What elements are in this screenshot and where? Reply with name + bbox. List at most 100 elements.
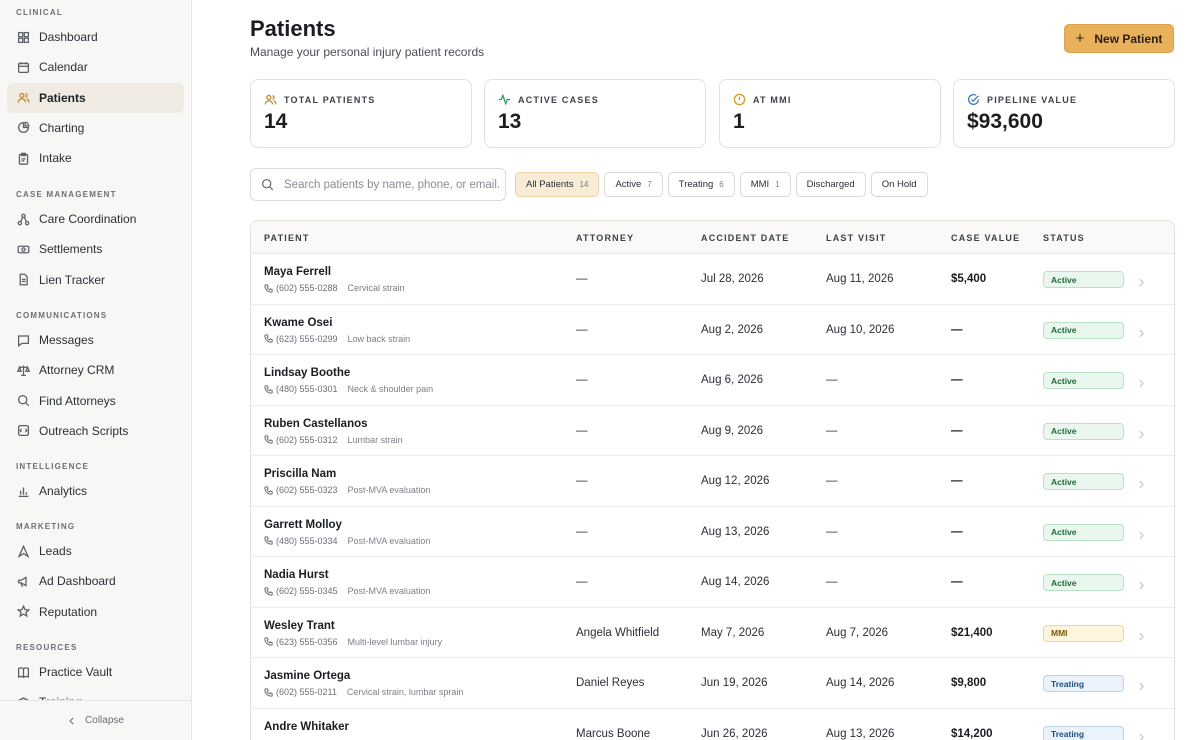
- collapse-button[interactable]: Collapse: [0, 700, 191, 740]
- filter-chip-label: Discharged: [806, 179, 855, 190]
- table-row[interactable]: Wesley Trant (623) 555-0356 Multi-level …: [251, 608, 1174, 658]
- patient-name[interactable]: Andre Whitaker: [264, 720, 349, 733]
- sidebar-item-dashboard[interactable]: Dashboard: [7, 22, 184, 52]
- phone-icon: [264, 687, 273, 697]
- sidebar-item-settlements[interactable]: Settlements: [7, 234, 184, 264]
- sidebar-item-care-coordination[interactable]: Care Coordination: [7, 204, 184, 234]
- patient-name[interactable]: Jasmine Ortega: [264, 670, 351, 682]
- sidebar-section-title: MARKETING: [16, 522, 76, 531]
- book-icon: [17, 666, 29, 678]
- case-value-cell: —: [951, 424, 963, 437]
- sidebar-item-reputation[interactable]: Reputation: [7, 597, 184, 627]
- patient-name[interactable]: Nadia Hurst: [264, 569, 329, 581]
- filter-chip-discharged[interactable]: Discharged: [795, 172, 866, 197]
- sidebar-item-label: Outreach Scripts: [39, 423, 129, 438]
- sidebar-item-lien-tracker[interactable]: Lien Tracker: [7, 265, 184, 295]
- patient-diagnosis: Post-MVA evaluation: [347, 535, 431, 546]
- patient-details: (602) 555-0211 Cervical strain, lumbar s…: [264, 687, 463, 697]
- column-header-patient[interactable]: PATIENT: [264, 233, 310, 243]
- search-box[interactable]: [250, 168, 506, 201]
- case-value-cell: —: [951, 323, 963, 336]
- sidebar-item-analytics[interactable]: Analytics: [7, 476, 184, 506]
- phone-icon: [264, 384, 273, 394]
- sidebar-item-leads[interactable]: Leads: [7, 536, 184, 566]
- sidebar-item-ad-dashboard[interactable]: Ad Dashboard: [7, 566, 184, 596]
- table-row[interactable]: Lindsay Boothe (480) 555-0301 Neck & sho…: [251, 355, 1174, 406]
- column-header-status[interactable]: STATUS: [1043, 233, 1085, 243]
- patient-name[interactable]: Priscilla Nam: [264, 468, 337, 480]
- chevron-right-icon[interactable]: [1137, 729, 1146, 740]
- sidebar-item-outreach-scripts[interactable]: Outreach Scripts: [7, 416, 184, 446]
- patient-name[interactable]: Maya Ferrell: [264, 266, 332, 278]
- column-header-accident-date[interactable]: ACCIDENT DATE: [701, 233, 790, 243]
- sidebar-item-label: Settlements: [39, 242, 103, 257]
- table-row[interactable]: Kwame Osei (623) 555-0299 Low back strai…: [251, 305, 1174, 355]
- last-visit-cell: Aug 10, 2026: [826, 323, 895, 336]
- patient-diagnosis: Cervical strain, lumbar sprain: [346, 687, 464, 697]
- table-row[interactable]: Maya Ferrell (602) 555-0288 Cervical str…: [251, 254, 1174, 305]
- filter-chip-on-hold[interactable]: On Hold: [870, 172, 928, 197]
- chevron-right-icon[interactable]: [1137, 476, 1146, 489]
- sidebar-item-label: Find Attorneys: [39, 393, 116, 408]
- accident-date-cell: Aug 12, 2026: [701, 475, 770, 487]
- column-header-last-visit[interactable]: LAST VISIT: [826, 233, 887, 243]
- patient-name[interactable]: Kwame Osei: [264, 316, 333, 329]
- table-row[interactable]: Ruben Castellanos (602) 555-0312 Lumbar …: [251, 406, 1174, 456]
- chevron-right-icon[interactable]: [1137, 628, 1146, 640]
- filter-chip-treating[interactable]: Treating 6: [667, 172, 735, 197]
- calendar-icon: [16, 60, 30, 74]
- filter-chip-label: Active: [615, 179, 642, 190]
- sidebar-item-practice-vault[interactable]: Practice Vault: [7, 657, 184, 687]
- column-header-case-value[interactable]: CASE VALUE: [951, 233, 1021, 243]
- table-row[interactable]: Nadia Hurst (602) 555-0345 Post-MVA eval…: [251, 557, 1174, 608]
- sidebar-item-messages[interactable]: Messages: [7, 325, 184, 355]
- page-subtitle: Manage your personal injury patient reco…: [250, 45, 485, 59]
- stat-label: ACTIVE CASES: [518, 94, 599, 105]
- sidebar-item-calendar[interactable]: Calendar: [7, 52, 184, 82]
- table-row[interactable]: Jasmine Ortega (602) 555-0211 Cervical s…: [251, 658, 1174, 709]
- patient-name[interactable]: Garrett Molloy: [264, 518, 342, 531]
- sidebar-item-patients[interactable]: Patients: [7, 82, 184, 113]
- phone-icon: [264, 637, 273, 646]
- table-row[interactable]: Andre Whitaker Marcus Boone Jun 26, 2026…: [251, 709, 1174, 740]
- table-row[interactable]: Priscilla Nam (602) 555-0323 Post-MVA ev…: [251, 456, 1174, 507]
- sidebar-section-title: INTELLIGENCE: [16, 462, 90, 471]
- patient-name[interactable]: Lindsay Boothe: [264, 367, 351, 379]
- patient-name[interactable]: Wesley Trant: [264, 619, 335, 632]
- patient-diagnosis: Low back strain: [347, 333, 411, 344]
- sidebar-item-charting[interactable]: Charting: [7, 113, 184, 143]
- filter-chip-all-patients[interactable]: All Patients 14: [515, 172, 600, 197]
- chevron-right-icon[interactable]: [1137, 325, 1146, 337]
- sidebar-item-find-attorneys[interactable]: Find Attorneys: [7, 386, 184, 416]
- filter-chip-mmi[interactable]: MMI 1: [739, 172, 791, 197]
- sidebar-item-attorney-crm[interactable]: Attorney CRM: [7, 355, 184, 385]
- stat-label: PIPELINE VALUE: [987, 94, 1078, 105]
- patients-table: PATIENT ATTORNEY ACCIDENT DATE LAST VISIT CA…: [250, 220, 1175, 740]
- chevron-right-icon[interactable]: [1137, 527, 1146, 539]
- chevron-right-icon[interactable]: [1137, 678, 1146, 691]
- sidebar-item-intake[interactable]: Intake: [7, 143, 184, 173]
- column-header-attorney[interactable]: ATTORNEY: [576, 233, 635, 243]
- stat-value: 13: [498, 110, 522, 133]
- table-row[interactable]: Garrett Molloy (480) 555-0334 Post-MVA e…: [251, 507, 1174, 557]
- accident-date-cell: Aug 9, 2026: [701, 424, 764, 437]
- chevron-right-icon[interactable]: [1137, 577, 1146, 590]
- new-patient-button[interactable]: + New Patient: [1064, 24, 1174, 53]
- users-icon: [264, 94, 277, 105]
- patient-name[interactable]: Ruben Castellanos: [264, 417, 368, 430]
- stat-value: 14: [264, 110, 288, 133]
- search-input[interactable]: [284, 178, 499, 191]
- stat-label-row: AT MMI: [733, 93, 792, 106]
- chevron-right-icon[interactable]: [1137, 375, 1146, 388]
- status-badge: Active: [1043, 271, 1124, 288]
- accident-date-cell: Aug 2, 2026: [701, 323, 764, 336]
- filter-chip-active[interactable]: Active 7: [604, 172, 663, 197]
- chart-pie-icon: [17, 121, 29, 134]
- chevron-right-icon[interactable]: [1137, 426, 1146, 438]
- phone-icon: [264, 485, 273, 495]
- case-value-cell: $21,400: [951, 626, 993, 639]
- status-badge: Active: [1043, 422, 1124, 440]
- attorney-cell: —: [576, 424, 588, 437]
- chevron-right-icon[interactable]: [1137, 274, 1146, 287]
- sidebar-item-label: Lien Tracker: [39, 272, 106, 287]
